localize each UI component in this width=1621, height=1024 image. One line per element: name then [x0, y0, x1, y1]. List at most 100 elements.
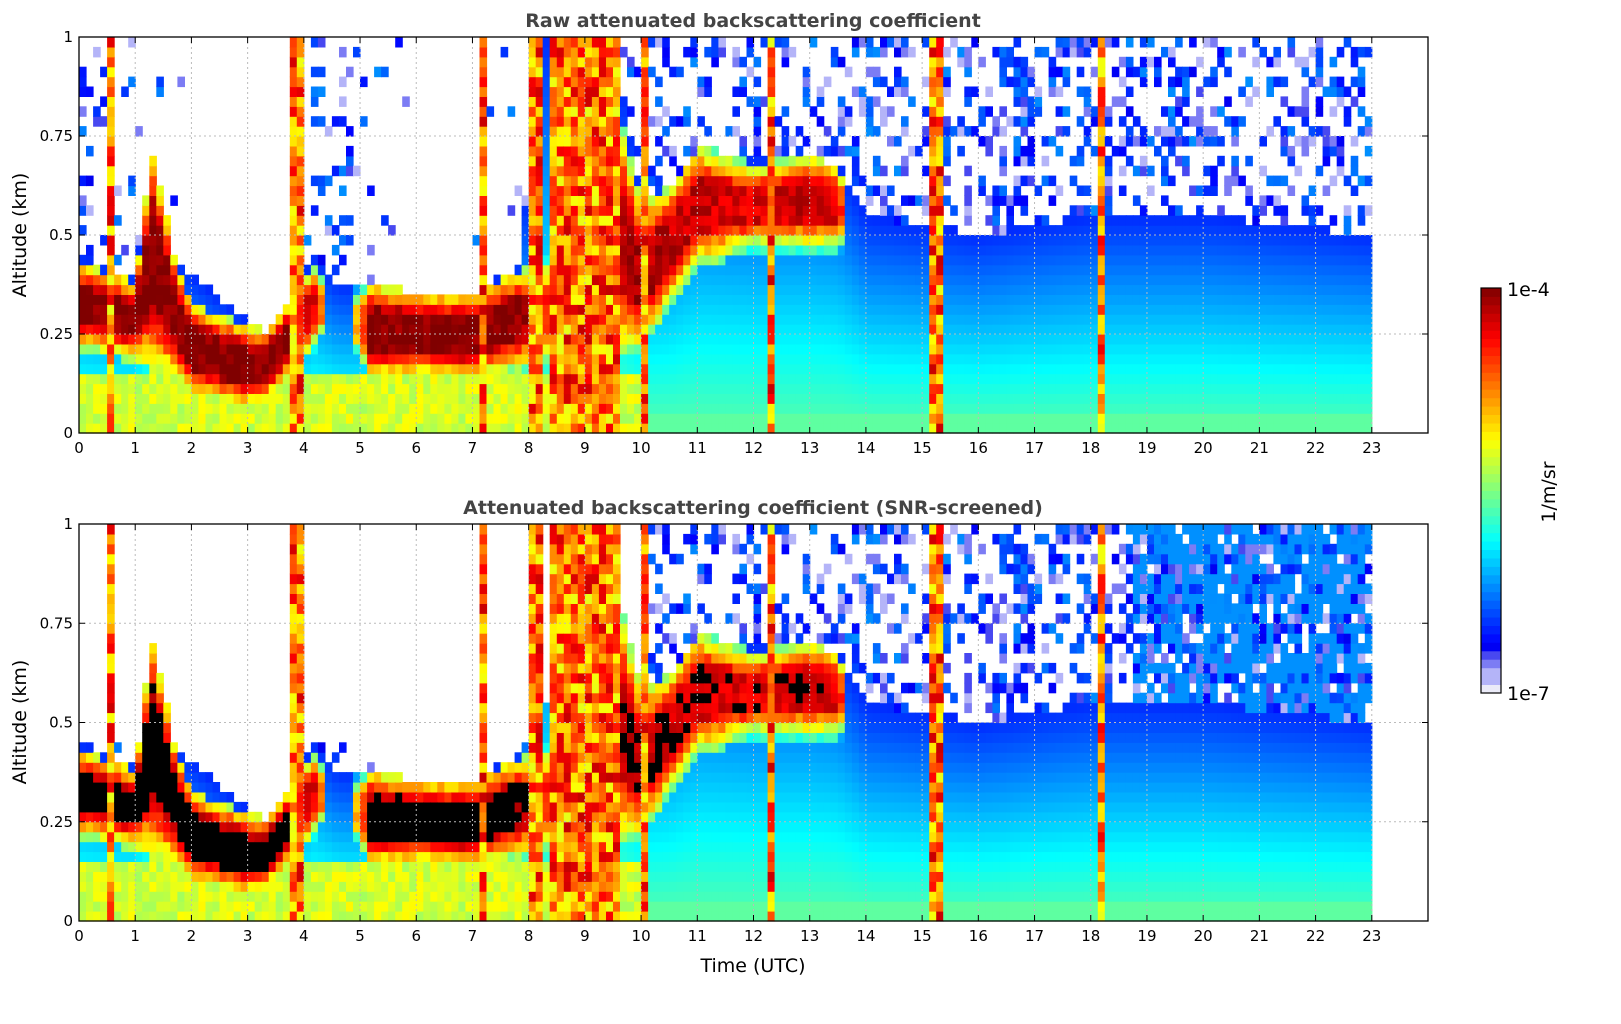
heatmap-cell [79, 195, 87, 206]
heatmap-cell [859, 285, 867, 296]
heatmap-cell [508, 304, 516, 315]
heatmap-cell [93, 285, 101, 296]
heatmap-cell [690, 413, 698, 424]
heatmap-cell [191, 344, 199, 355]
heatmap-cell [550, 294, 558, 305]
heatmap-cell [866, 235, 874, 246]
heatmap-cell [1028, 96, 1036, 107]
heatmap-cell [747, 374, 755, 385]
heatmap-cell [669, 294, 677, 305]
heatmap-cell [276, 314, 284, 325]
heatmap-cell [1182, 314, 1190, 325]
heatmap-cell [543, 156, 551, 167]
heatmap-cell [1224, 225, 1232, 236]
heatmap-cell [922, 77, 930, 88]
heatmap-cell [522, 364, 530, 375]
heatmap-cell [817, 186, 825, 197]
heatmap-cell [529, 393, 537, 404]
heatmap-cell [775, 314, 783, 325]
heatmap-cell [655, 314, 663, 325]
heatmap-cell [1323, 393, 1331, 404]
heatmap-cell [543, 47, 551, 58]
heatmap-cell [950, 304, 958, 315]
heatmap-cell [1238, 116, 1246, 127]
heatmap-cell [1028, 235, 1036, 246]
heatmap-cell [156, 403, 164, 414]
heatmap-cell [634, 413, 642, 424]
heatmap-cell [1070, 384, 1078, 395]
heatmap-cell [1105, 136, 1113, 147]
heatmap-cell [248, 423, 256, 434]
heatmap-cell [1175, 126, 1183, 137]
heatmap-cell [824, 225, 832, 236]
heatmap-cell [606, 77, 614, 88]
heatmap-cell [297, 126, 305, 137]
heatmap-cell [908, 235, 916, 246]
heatmap-cell [648, 314, 656, 325]
heatmap-cell [796, 324, 804, 335]
heatmap-cell [346, 126, 354, 137]
heatmap-cell [297, 166, 305, 177]
heatmap-cell [1224, 334, 1232, 345]
heatmap-cell [557, 57, 565, 68]
heatmap-cell [121, 354, 129, 365]
heatmap-cell [156, 215, 164, 226]
heatmap-cell [620, 324, 628, 335]
heatmap-cell [360, 413, 368, 424]
heatmap-cell [1224, 324, 1232, 335]
heatmap-cell [220, 354, 228, 365]
heatmap-cell [747, 403, 755, 414]
heatmap-cell [732, 245, 740, 256]
heatmap-cell [135, 413, 143, 424]
heatmap-cell [732, 47, 740, 58]
heatmap-cell [880, 403, 888, 414]
heatmap-cell [831, 57, 839, 68]
heatmap-cell [852, 294, 860, 305]
heatmap-cell [381, 403, 389, 414]
heatmap-cell [451, 304, 459, 315]
heatmap-cell [142, 393, 150, 404]
heatmap-cell [234, 354, 242, 365]
heatmap-cell [950, 37, 958, 48]
heatmap-cell [1119, 186, 1127, 197]
heatmap-cell [107, 334, 115, 345]
heatmap-cell [437, 384, 445, 395]
heatmap-cell [1182, 423, 1190, 434]
heatmap-cell [943, 255, 951, 265]
heatmap-cell [458, 334, 466, 345]
heatmap-cell [1077, 413, 1085, 424]
heatmap-cell [789, 225, 797, 236]
heatmap-cell [184, 275, 192, 286]
heatmap-cell [1351, 413, 1359, 424]
heatmap-cell [1344, 215, 1352, 226]
heatmap-cell [269, 384, 277, 395]
heatmap-cell [1049, 413, 1057, 424]
heatmap-cell [543, 255, 551, 265]
heatmap-cell [782, 364, 790, 375]
heatmap-cell [964, 255, 972, 265]
heatmap-cell [662, 225, 670, 236]
heatmap-cell [1182, 334, 1190, 345]
heatmap-cell [1112, 275, 1120, 286]
heatmap-cell [1063, 294, 1071, 305]
heatmap-cell [817, 205, 825, 216]
heatmap-cell [1056, 285, 1064, 296]
heatmap-cell [1133, 374, 1141, 385]
heatmap-cell [908, 374, 916, 385]
heatmap-cell [1140, 275, 1148, 286]
heatmap-cell [1252, 423, 1260, 434]
heatmap-cell [107, 344, 115, 355]
heatmap-cell [655, 374, 663, 385]
heatmap-cell [79, 255, 87, 265]
heatmap-cell [620, 166, 628, 177]
heatmap-cell [831, 255, 839, 265]
heatmap-cell [606, 285, 614, 296]
heatmap-cell [950, 413, 958, 424]
heatmap-cell [1119, 314, 1127, 325]
heatmap-cell [747, 195, 755, 206]
heatmap-cell [1077, 334, 1085, 345]
heatmap-cell [739, 87, 747, 98]
heatmap-cell [557, 354, 565, 365]
heatmap-cell [1351, 136, 1359, 147]
heatmap-cell [1084, 314, 1092, 325]
